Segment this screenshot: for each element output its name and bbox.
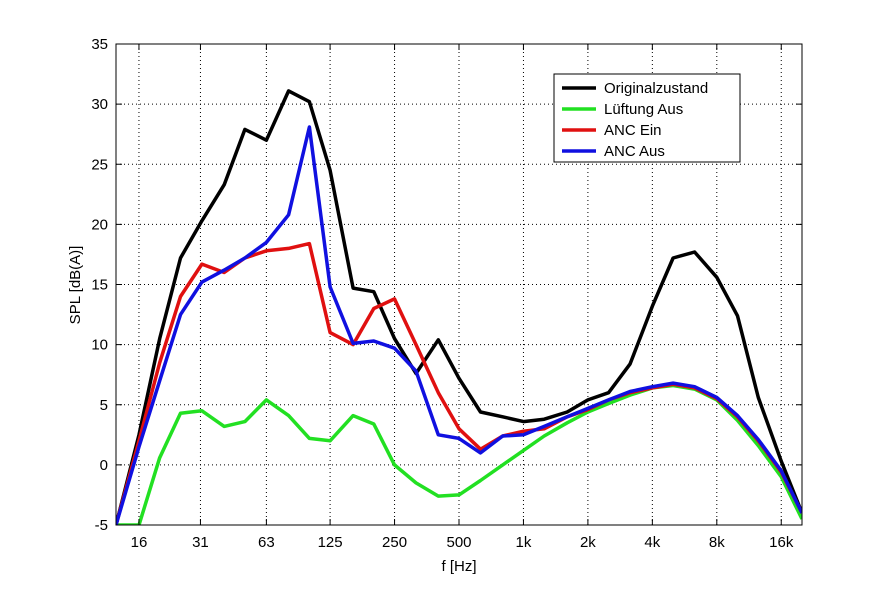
y-tick-label: 15: [91, 277, 108, 294]
y-tick-label: -5: [95, 517, 108, 534]
legend-label-anc-ein: ANC Ein: [604, 122, 662, 139]
x-tick-label: 500: [446, 534, 471, 551]
x-tick-label: 16k: [769, 534, 794, 551]
y-axis-label: SPL [dB(A)]: [67, 246, 84, 325]
legend-label-l-ftung-aus: Lüftung Aus: [604, 101, 683, 118]
y-tick-label: 10: [91, 337, 108, 354]
x-tick-label: 250: [382, 534, 407, 551]
series-line-anc-aus: [116, 125, 802, 525]
legend: Originalzustand Lüftung Aus ANC Ein ANC Aus: [553, 73, 741, 163]
x-tick-label: 2k: [580, 534, 596, 551]
series-line-originalzustand: [116, 89, 802, 525]
y-tick-label: 0: [100, 457, 108, 474]
x-tick-label: 1k: [516, 534, 532, 551]
legend-label-originalzustand: Originalzustand: [604, 80, 708, 97]
x-tick-label: 8k: [709, 534, 725, 551]
y-tick-label: 25: [91, 156, 108, 173]
x-tick-label: 16: [131, 534, 148, 551]
x-tick-label: 31: [192, 534, 209, 551]
y-tick-label: 35: [91, 36, 108, 53]
x-tick-label: 125: [318, 534, 343, 551]
x-axis-label: f [Hz]: [441, 558, 476, 575]
y-tick-label: 5: [100, 397, 108, 414]
series-lines: [116, 89, 802, 525]
y-tick-label: 30: [91, 96, 108, 113]
legend-label-anc-aus: ANC Aus: [604, 143, 665, 160]
y-tick-label: 20: [91, 216, 108, 233]
x-tick-label: 4k: [644, 534, 660, 551]
x-tick-label: 63: [258, 534, 275, 551]
axis-ticks: -5 0 5 10 15 20 25 30 35 16 31 63 125 250 500 1k 2k 4k 8k 1…: [91, 36, 802, 551]
